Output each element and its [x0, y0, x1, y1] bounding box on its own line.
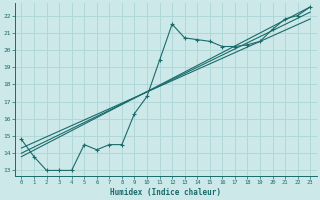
X-axis label: Humidex (Indice chaleur): Humidex (Indice chaleur): [110, 188, 221, 197]
